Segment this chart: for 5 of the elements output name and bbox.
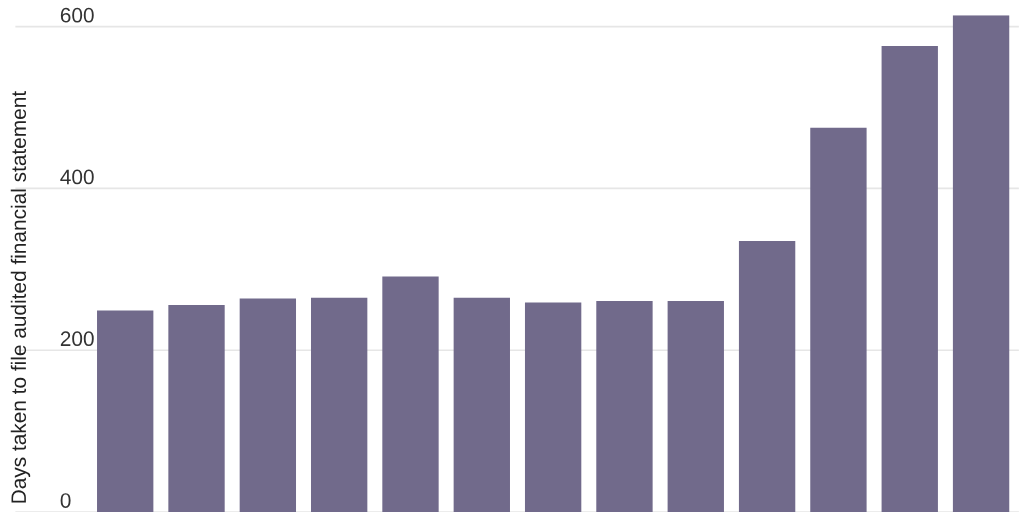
y-axis-title: Days taken to file audited financial statement bbox=[10, 91, 31, 503]
y-tick-label: 400 bbox=[60, 169, 94, 185]
y-tick-label: 200 bbox=[60, 331, 94, 347]
y-tick-label: 0 bbox=[60, 493, 71, 508]
y-tick-label: 600 bbox=[60, 7, 94, 23]
